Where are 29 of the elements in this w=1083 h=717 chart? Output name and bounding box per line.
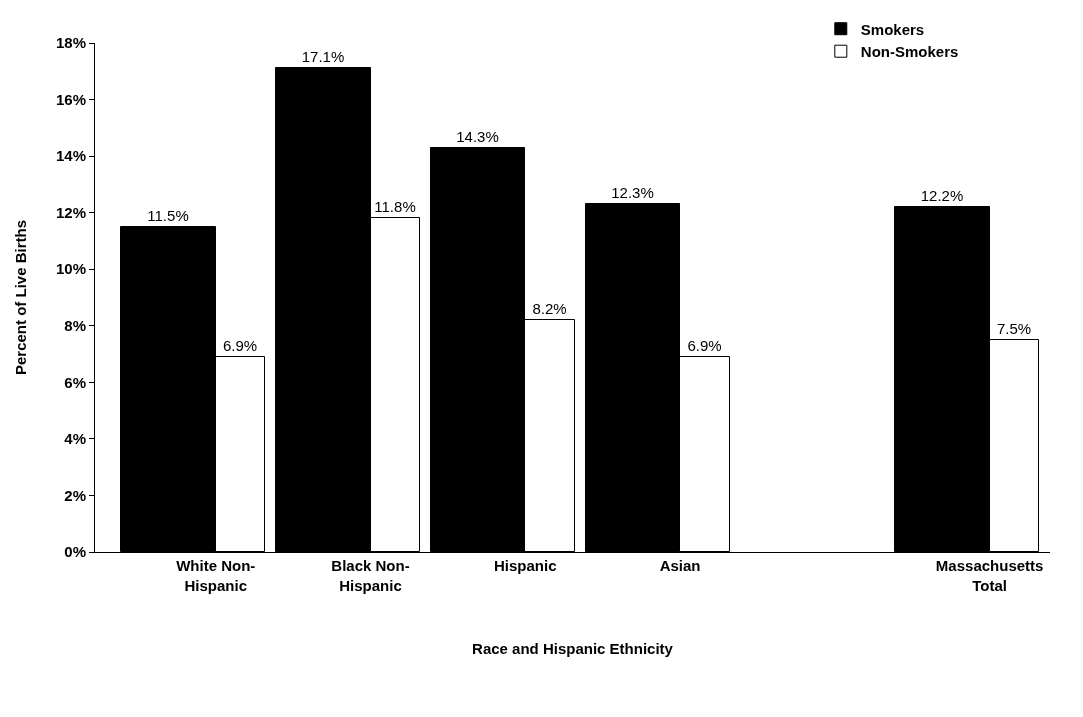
x-tick-label: Black Non- Hispanic bbox=[331, 557, 410, 594]
y-tick-label: 14% bbox=[55, 147, 86, 165]
data-label: 6.9% bbox=[687, 336, 722, 354]
data-label: 8.2% bbox=[532, 299, 567, 317]
y-tick-label: 12% bbox=[55, 203, 86, 221]
data-label: 11.8% bbox=[374, 197, 416, 215]
data-label: 14.3% bbox=[456, 127, 499, 145]
y-tick-label: 6% bbox=[64, 373, 86, 391]
legend-label: Smokers bbox=[860, 20, 925, 38]
x-tick-label: Massachusetts Total bbox=[935, 557, 1044, 594]
y-axis-title: Percent of Live Births bbox=[12, 219, 30, 376]
data-label: 12.3% bbox=[611, 183, 654, 201]
y-tick-label: 2% bbox=[64, 486, 86, 504]
data-label: 11.5% bbox=[147, 206, 189, 224]
y-tick-label: 18% bbox=[55, 34, 86, 52]
data-label: 7.5% bbox=[996, 319, 1032, 337]
data-label: 17.1% bbox=[301, 47, 345, 65]
y-tick-label: 10% bbox=[55, 260, 86, 278]
y-tick-label: 0% bbox=[64, 543, 86, 561]
legend-label: Non-Smokers bbox=[860, 43, 959, 61]
y-tick-label: 8% bbox=[64, 317, 86, 335]
y-tick-label: 16% bbox=[55, 90, 86, 108]
x-axis-title: Race and Hispanic Ethnicity bbox=[472, 639, 674, 657]
y-tick-label: 4% bbox=[64, 430, 86, 448]
x-tick-label: Hispanic bbox=[494, 557, 557, 574]
data-label: 6.9% bbox=[222, 336, 258, 354]
x-tick-label: Asian bbox=[659, 557, 701, 574]
data-label: 12.2% bbox=[920, 186, 964, 204]
x-tick-label: White Non- Hispanic bbox=[176, 557, 256, 594]
